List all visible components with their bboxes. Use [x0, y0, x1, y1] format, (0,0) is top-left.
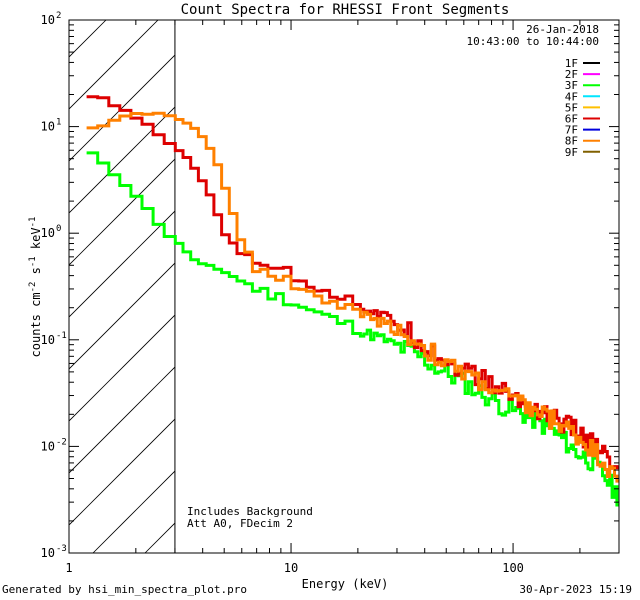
legend-label-5F: 5F: [565, 101, 578, 114]
hatch-line: [69, 210, 175, 318]
y-tick-label: 10: [41, 546, 55, 560]
footer-generated-by: Generated by hsi_min_spectra_plot.pro: [2, 583, 248, 596]
legend-label-9F: 9F: [565, 146, 578, 159]
x-axis-label: Energy (keV): [302, 577, 389, 591]
chart-title: Count Spectra for RHESSI Front Segments: [181, 2, 510, 18]
legend-label-7F: 7F: [565, 124, 578, 137]
y-axis-label-s: s: [29, 267, 43, 281]
y-axis-label-exp-s: -1: [28, 256, 38, 267]
y-axis-label-base: counts cm: [29, 292, 43, 357]
y-axis-label: counts cm-2 s-1 keV-1: [28, 217, 43, 358]
y-tick-label: 10: [41, 120, 55, 134]
legend-label-3F: 3F: [565, 79, 578, 92]
y-axis-label-exp-cm: -2: [28, 282, 38, 293]
hatch-line: [353, 0, 640, 553]
series-layer: [86, 95, 619, 507]
y-tick-label: 10: [41, 439, 55, 453]
y-tick-label: 10: [41, 333, 55, 347]
annotation-background: Includes Background: [187, 505, 313, 518]
y-tick-label-exponent: -3: [56, 544, 67, 554]
legend-label-8F: 8F: [565, 135, 578, 148]
y-tick-label-exponent: 2: [56, 11, 61, 21]
hatch-line: [69, 106, 175, 214]
y-tick-label: 10: [41, 226, 55, 240]
hatched-excluded-region: [0, 0, 640, 553]
y-axis-label-exp-kev: -1: [28, 217, 38, 228]
y-tick-label: 10: [41, 13, 55, 27]
footer-timestamp: 30-Apr-2023 15:19: [519, 583, 632, 596]
series-8F-line: [86, 111, 619, 483]
time-range-label: 10:43:00 to 10:44:00: [467, 35, 599, 48]
hatch-line: [249, 0, 640, 553]
legend-label-1F: 1F: [565, 57, 578, 70]
x-tick-label: 100: [502, 561, 524, 575]
x-tick-label: 10: [284, 561, 298, 575]
hatch-line: [69, 20, 107, 58]
hatch-line: [69, 366, 175, 474]
plot-frame: [68, 19, 620, 554]
y-axis-label-kev: keV: [29, 227, 43, 256]
y-tick-label-exponent: -1: [56, 331, 67, 341]
annotation-attenuator: Att A0, FDecim 2: [187, 517, 293, 530]
legend-label-4F: 4F: [565, 90, 578, 103]
series-6F-line: [86, 95, 619, 470]
x-tick-label: 1: [65, 561, 72, 575]
legend-label-2F: 2F: [565, 68, 578, 81]
hatch-line: [69, 158, 175, 266]
hatch-line: [69, 418, 175, 526]
y-tick-label-exponent: -2: [56, 437, 67, 447]
y-tick-label-exponent: 1: [56, 118, 61, 128]
y-tick-label-exponent: 0: [56, 224, 61, 234]
date-label: 26-Jan-2018: [526, 23, 599, 36]
hatch-line: [457, 0, 640, 553]
series-3F-line: [86, 151, 619, 507]
legend-label-6F: 6F: [565, 113, 578, 126]
hatch-line: [0, 0, 121, 553]
hatch-line: [69, 20, 159, 110]
